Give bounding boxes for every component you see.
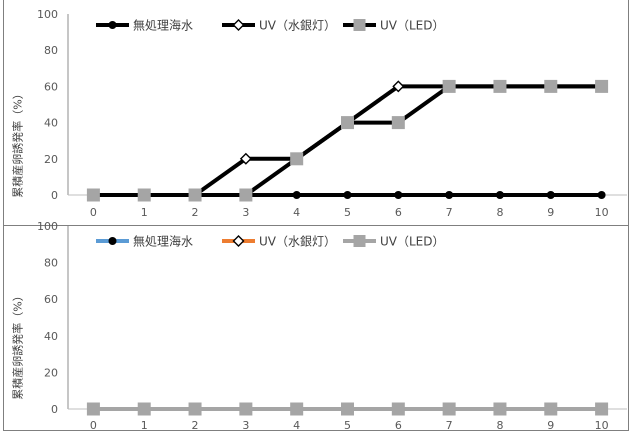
y-axis-title: 累積産卵誘発率（%） [11, 290, 25, 399]
legend-swatch-marker [353, 235, 366, 247]
x-tick-label: 3 [242, 206, 249, 219]
legend-label: 無処理海水 [133, 18, 193, 33]
y-tick-label: 80 [44, 257, 58, 270]
series-3-point-0 [86, 188, 100, 202]
x-tick-label: 10 [595, 206, 609, 219]
x-tick-label: 1 [141, 206, 148, 219]
x-tick-label: 8 [496, 206, 503, 219]
series-3-point-10 [595, 79, 609, 93]
series-3-point-3 [239, 402, 253, 416]
legend-label: UV（LED） [380, 235, 445, 249]
legend-swatch-marker [232, 235, 245, 247]
series-1-point-7 [445, 191, 454, 199]
x-tick-label: 5 [344, 419, 351, 432]
x-tick-label: 2 [192, 419, 199, 432]
legend-label: UV（LED） [380, 19, 445, 33]
series-3-point-8 [493, 79, 507, 93]
y-tick-label: 0 [51, 403, 58, 416]
x-tick-label: 6 [395, 419, 402, 432]
series-3-point-1 [137, 402, 151, 416]
series-3-point-5 [341, 402, 354, 416]
legend-label: 無処理海水 [133, 234, 193, 249]
series-3-point-1 [137, 188, 151, 202]
series-1-point-9 [546, 191, 555, 199]
x-tick-label: 10 [595, 419, 609, 432]
legend-label: UV（水銀灯） [259, 235, 336, 249]
legend-label: UV（水銀灯） [259, 19, 336, 33]
series-3-point-7 [442, 79, 456, 93]
x-tick-label: 3 [242, 419, 249, 432]
chart-bottom: 0 20 40 60 80 100 0 1 2 3 4 5 6 7 8 9 10 累積産卵誘発率（%） 無処理海水 U… [11, 220, 627, 432]
legend-swatch-marker [108, 237, 117, 245]
series-1-point-5 [343, 191, 352, 199]
x-tick-label: 4 [293, 419, 300, 432]
y-axis-title: 累積産卵誘発率（%） [11, 88, 25, 197]
series-3-point-6 [391, 402, 405, 416]
legend-swatch-marker [353, 19, 366, 31]
y-tick-label: 40 [44, 117, 58, 130]
chart-top: 0 20 40 60 80 100 0 1 2 3 4 5 6 7 8 9 10 累積産卵誘発率（%） 無処理海水 U… [11, 8, 627, 219]
series-3-point-7 [442, 402, 456, 416]
legend-item: UV（水銀灯） [222, 19, 336, 33]
series-3-point-5 [341, 116, 354, 130]
series-3-point-2 [188, 188, 202, 202]
legend-item: UV（LED） [343, 235, 445, 249]
series-3-point-9 [544, 402, 558, 416]
series-1-point-6 [394, 191, 403, 199]
x-tick-label: 7 [446, 206, 453, 219]
x-tick-label: 9 [547, 206, 554, 219]
x-tick-label: 4 [293, 206, 300, 219]
x-tick-label: 0 [90, 206, 97, 219]
x-tick-label: 5 [344, 206, 351, 219]
y-tick-label: 100 [37, 8, 58, 21]
y-tick-label: 60 [44, 80, 58, 93]
series-3-point-3 [239, 188, 253, 202]
y-tick-label: 20 [44, 366, 58, 379]
series-1-point-8 [495, 191, 504, 199]
series-line-2 [93, 84, 602, 197]
series-1-point-10 [597, 191, 606, 199]
chart-frame-bottom [3, 225, 629, 431]
y-tick-label: 60 [44, 293, 58, 306]
x-tick-label: 8 [496, 419, 503, 432]
series-2-point-3 [239, 152, 252, 165]
y-tick-label: 40 [44, 330, 58, 343]
series-3-point-4 [290, 402, 304, 416]
series-3-point-9 [544, 79, 558, 93]
series-3-point-0 [86, 402, 100, 416]
x-tick-label: 6 [395, 206, 402, 219]
x-tick-label: 9 [547, 419, 554, 432]
series-3-point-2 [188, 402, 202, 416]
y-tick-label: 100 [37, 220, 58, 233]
series-3-point-4 [290, 152, 304, 166]
x-tick-label: 2 [192, 206, 199, 219]
legend-item: UV（LED） [343, 19, 445, 33]
series-3-point-6 [391, 116, 405, 130]
x-tick-label: 1 [141, 419, 148, 432]
x-tick-label: 0 [90, 419, 97, 432]
series-line-3 [93, 84, 602, 197]
series-2-point-6 [392, 80, 405, 93]
legend-item: 無処理海水 [96, 18, 193, 33]
x-tick-label: 7 [446, 419, 453, 432]
series-1-point-4 [292, 191, 301, 199]
legend-item: 無処理海水 [96, 234, 193, 249]
legend-swatch-marker [108, 21, 117, 29]
legend-swatch-marker [232, 19, 245, 31]
y-tick-label: 80 [44, 44, 58, 57]
series-3-point-8 [493, 402, 507, 416]
y-tick-label: 20 [44, 153, 58, 166]
y-tick-label: 0 [51, 189, 58, 202]
legend-item: UV（水銀灯） [222, 235, 336, 249]
series-3-point-10 [595, 402, 609, 416]
